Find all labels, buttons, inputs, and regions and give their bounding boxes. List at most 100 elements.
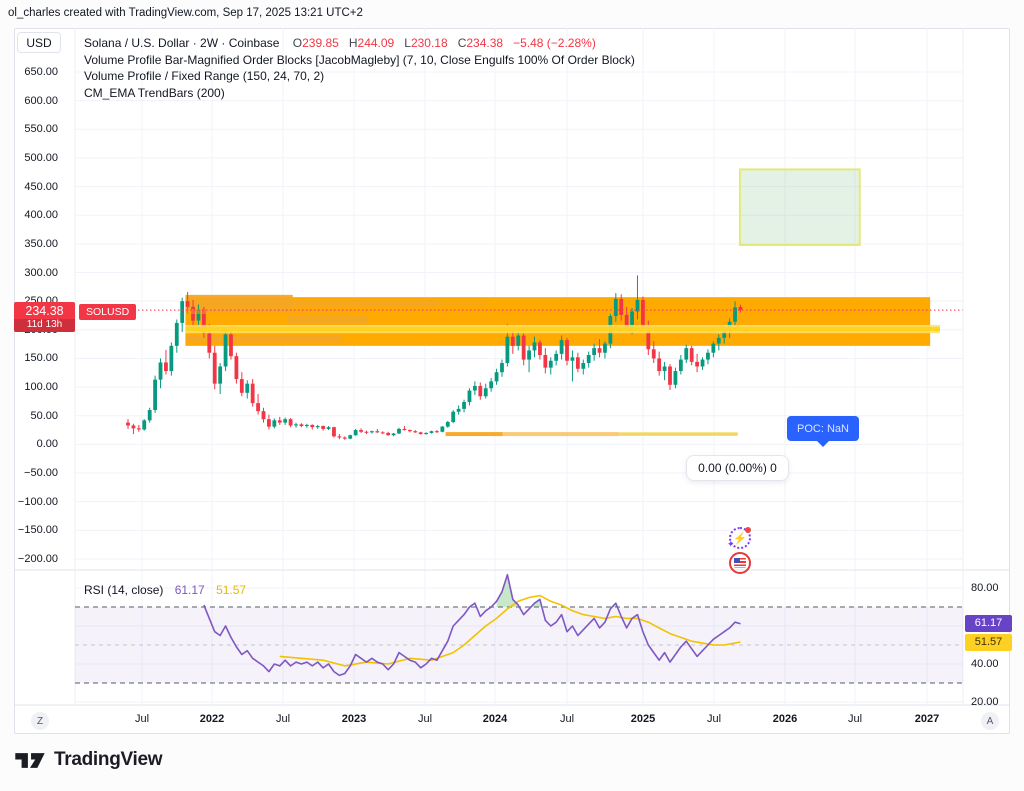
price-scale-label: 500.00 (24, 151, 58, 164)
candle-body (337, 436, 342, 438)
price-scale-label: 50.00 (30, 409, 58, 422)
candle-body (391, 433, 396, 436)
close-value: 234.38 (466, 36, 504, 50)
snapshot-credit: ol_charles created with TradingView.com,… (8, 7, 363, 19)
candle-body (456, 408, 461, 412)
indicator-legend-row[interactable]: Volume Profile Bar-Magnified Order Block… (84, 52, 635, 67)
low-strip-orange (445, 432, 503, 437)
tradingview-watermark[interactable]: TradingView (14, 749, 163, 771)
us-flag (734, 558, 746, 568)
candle-body (294, 424, 298, 426)
candle-body (435, 431, 439, 433)
candle-body (521, 335, 526, 360)
candle-body (126, 422, 130, 426)
candle-body (738, 306, 743, 311)
candle-body (185, 301, 190, 307)
candle-body (229, 334, 233, 357)
rsi-ma-value: 51.57 (216, 583, 247, 597)
candle-body (353, 430, 358, 436)
chart-card (14, 28, 1010, 734)
value-area-yellow-core (185, 326, 940, 331)
candle-body (619, 298, 624, 315)
candle-body (597, 348, 602, 353)
candle-body (510, 336, 515, 346)
change-value: −5.48 (−2.28%) (513, 36, 596, 50)
order-block-row5 (185, 335, 342, 343)
open-value: 239.85 (302, 36, 339, 50)
time-scale-label: Jul (417, 713, 433, 725)
candle-body (603, 343, 607, 353)
poc-bubble[interactable]: POC: NaN (787, 416, 859, 441)
rsi-value: 61.17 (174, 583, 205, 597)
candle-body (630, 311, 634, 328)
tradingview-logo-text: TradingView (54, 749, 163, 770)
candle-body (136, 428, 141, 430)
candle-body (462, 401, 466, 409)
price-scale-label: 550.00 (24, 123, 58, 136)
candle-body (174, 322, 179, 346)
candle-body (662, 366, 667, 372)
candle-body (472, 385, 477, 391)
indicator-legend-row[interactable]: Volume Profile / Fixed Range (150, 24, 7… (84, 69, 325, 83)
price-scale-label: −200.00 (17, 552, 58, 565)
price-scale-label: −150.00 (17, 524, 58, 537)
candle-body (407, 430, 412, 432)
us-flag-event-icon[interactable] (729, 552, 751, 574)
order-block-row4 (287, 316, 369, 324)
candle-body (489, 381, 494, 389)
last-price-value: 234.38 (25, 304, 64, 318)
candle-body (283, 419, 288, 423)
candle-body (153, 379, 157, 411)
low-strip-yellow (618, 432, 738, 436)
auto-scale-button[interactable]: A (981, 712, 999, 730)
currency-scale-button[interactable]: USD (17, 32, 61, 53)
order-block-row3-hatch (185, 308, 353, 315)
low-value: 230.18 (410, 36, 448, 50)
high-value: 244.09 (357, 36, 395, 50)
economic-event-icon[interactable]: ⚡ ✦ (727, 527, 751, 549)
price-scale-label: 600.00 (24, 94, 58, 107)
chart-canvas[interactable] (14, 28, 1010, 734)
rsi-axis-value-box: 61.17 (965, 615, 1012, 633)
candle-body (494, 372, 499, 382)
time-scale-label: 2027 (914, 713, 940, 725)
candle-body (326, 427, 331, 429)
candle-body (445, 422, 450, 427)
candle-body (310, 424, 315, 428)
time-scale-label: 2023 (341, 713, 367, 725)
candle-body (277, 420, 282, 423)
candle-body (711, 343, 716, 353)
candle-body (543, 355, 548, 368)
candle-body (570, 357, 575, 361)
price-scale-label: 350.00 (24, 237, 58, 250)
candle-body (516, 335, 521, 346)
candle-body (548, 360, 553, 368)
symbol-price-label: SOLUSD (79, 304, 137, 320)
candle-body (467, 390, 472, 402)
time-scale-label: Jul (847, 713, 863, 725)
time-scale-label: 2022 (199, 713, 225, 725)
time-scale-label: Jul (275, 713, 291, 725)
high-label: H (348, 36, 358, 50)
rsi-legend[interactable]: RSI (14, close) 61.17 51.57 (84, 583, 246, 597)
indicator-legend-row[interactable]: CM_EMA TrendBars (200) (84, 85, 225, 100)
candle-body (234, 356, 239, 380)
candle-body (478, 385, 483, 397)
candle-body (207, 333, 212, 353)
candle-body (201, 309, 206, 334)
candle-body (429, 431, 434, 433)
timezone-button[interactable]: Z (31, 712, 49, 730)
rsi-ma-line (279, 594, 741, 667)
rsi-ma-axis-value-box: 51.57 (965, 633, 1012, 651)
notification-dot (745, 527, 751, 533)
candle-body (218, 366, 223, 384)
candle-body (575, 357, 580, 369)
candle-body (370, 431, 374, 433)
candle-body (635, 300, 640, 312)
candle-body (250, 383, 255, 404)
symbol-legend-row[interactable]: Solana / U.S. Dollar · 2W · Coinbase O23… (84, 35, 635, 52)
candle-body (164, 362, 168, 372)
candle-body (673, 371, 678, 385)
candle-body (581, 363, 586, 369)
price-scale-label: 300.00 (24, 266, 58, 279)
